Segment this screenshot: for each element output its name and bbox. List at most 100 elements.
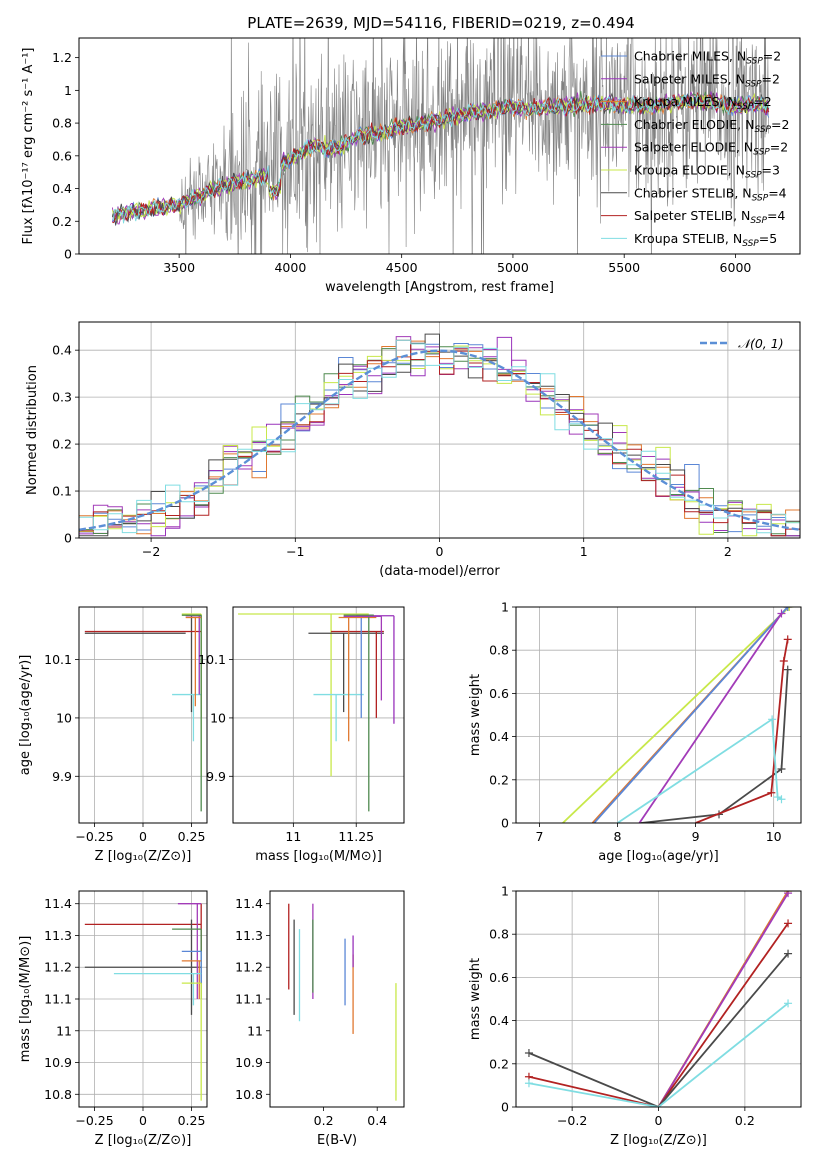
x-tick-label: 0.25 (178, 1113, 206, 1128)
y-axis-label: mass weight (468, 674, 483, 756)
y-tick-label: 10.8 (235, 1087, 263, 1102)
weight-marker-salpeter_stelib (767, 788, 776, 797)
y-tick-label: 0.8 (52, 116, 72, 131)
y-axis-label: Flux [fλ10⁻¹⁷ erg cm⁻² s⁻¹ A⁻¹] (21, 48, 36, 245)
legend-sub: SSP (746, 57, 763, 67)
axes-frame (515, 606, 802, 824)
x-tick-label: −0.2 (557, 1113, 587, 1128)
y-tick-label: 0.2 (489, 772, 509, 787)
y-tick-label: 10 (210, 710, 226, 725)
model-line-kroupa_stelib (111, 93, 770, 224)
weight-marker-chabrier_miles (783, 607, 792, 611)
legend-eq: =2 (762, 71, 780, 86)
y-tick-label: 0 (501, 816, 509, 831)
model-line-salpeter_stelib (112, 92, 770, 224)
x-tick-label: 11 (285, 829, 301, 844)
x-tick-label: 0.2 (735, 1113, 755, 1128)
x-tick-label: 5500 (608, 260, 640, 275)
y-tick-label: 1 (64, 83, 72, 98)
figure-title: PLATE=2639, MJD=54116, FIBERID=0219, z=0… (247, 14, 634, 32)
x-tick-label: −0.25 (75, 829, 113, 844)
axes-frame (78, 606, 208, 824)
panel-spectrum: 3500 4000 4500 5000 5500 6000 0 0.2 0.4 0.6 0.8 1 1.… (21, 37, 801, 295)
weight-marker-chabrier_stelib (777, 765, 786, 773)
y-axis-label: mass weight (468, 958, 483, 1040)
y-tick-label: 0.6 (489, 686, 509, 701)
weight-line-salpeter_elodie (638, 612, 783, 823)
y-tick-label: 10.9 (235, 1055, 263, 1070)
y-tick-label: 11.4 (44, 896, 72, 911)
weight-line-chabrier_miles (593, 607, 789, 823)
x-axis-label: wavelength [Angstrom, rest frame] (325, 280, 554, 295)
legend-label-normal: 𝒩(0, 1) (738, 336, 784, 351)
y-axis-label: mass [log₁₀(M/M⊙)] (18, 936, 33, 1063)
axes-frame (269, 890, 405, 1108)
y-axis-label: age [log₁₀(age/yr)] (18, 655, 33, 776)
histogram-salpeter_stelib (79, 339, 800, 537)
legend-text: Kroupa MILES, N (634, 94, 737, 109)
legend-text: Chabrier MILES, N (634, 49, 746, 64)
weight-line-salpeter_elodie (657, 892, 789, 1107)
panel-mass_vs_EBV: 0.2 0.4 10.8 10.9 11 11.1 11.2 11.3 11.4 E(B-V) (235, 890, 405, 1148)
weight-line-salpeter_stelib (695, 639, 789, 823)
y-tick-label: 10.9 (44, 1055, 72, 1070)
x-tick-label: 9 (692, 829, 700, 844)
panel-weight_vs_age: 7 8 9 10 0 0.2 0.4 0.6 0.8 1 age [log₁₀(age/yr)] ma… (468, 600, 802, 864)
weight-line-chabrier_stelib (528, 953, 789, 1107)
x-tick-label: 0.2 (314, 1113, 334, 1128)
axes-frame (78, 321, 801, 539)
legend-eq: =2 (770, 140, 788, 155)
x-axis-label: (data-model)/error (379, 564, 500, 579)
y-tick-label: 0 (501, 1100, 509, 1115)
legend-label-salpeter_stelib: Salpeter STELIB, NSSP=4 (634, 208, 785, 226)
x-tick-label: 8 (614, 829, 622, 844)
x-axis-label: E(B-V) (317, 1133, 357, 1148)
y-tick-label: 10 (56, 710, 72, 725)
weight-marker-salpeter_stelib (784, 919, 793, 928)
legend-sub: SSP (754, 125, 771, 135)
normal-curve-line (79, 349, 800, 531)
plot-area (233, 607, 404, 823)
y-tick-label: 0.4 (489, 729, 509, 744)
y-tick-label: 9.9 (52, 769, 72, 784)
weight-marker-kroupa_stelib (784, 999, 793, 1008)
x-axis-label: Z [log₁₀(Z/Z⊙)] (610, 1133, 707, 1148)
legend-text: Chabrier STELIB, N (634, 185, 752, 200)
x-axis-label: Z [log₁₀(Z/Z⊙)] (95, 1133, 192, 1148)
panel-weight_vs_Z: −0.2 0 0.2 0 0.2 0.4 0.6 0.8 1 Z [log₁₀(Z/Z⊙)] mas… (468, 884, 802, 1148)
legend-label-kroupa_stelib: Kroupa STELIB, NSSP=5 (634, 231, 777, 249)
x-tick-label: −1 (286, 544, 304, 559)
y-tick-label: 0.8 (489, 643, 509, 658)
y-tick-label: 1 (501, 600, 509, 615)
panel-residuals: −2 −1 0 1 2 0 0.1 0.2 0.3 0.4 (data-model)/error No… (25, 321, 801, 579)
legend-label-chabrier_miles: Chabrier MILES, NSSP=2 (634, 49, 781, 67)
x-tick-label: 0 (436, 544, 444, 559)
y-tick-label: 0.8 (489, 927, 509, 942)
panels: 3500 4000 4500 5000 5500 600000.20.40.60.811.… (18, 37, 802, 1148)
y-tick-label: 0.4 (52, 181, 72, 196)
weight-marker-kroupa_elodie (785, 607, 794, 611)
y-tick-label: 11.2 (44, 960, 72, 975)
weight-line-kroupa_stelib (616, 717, 782, 823)
x-tick-label: 0 (139, 1113, 147, 1128)
plot-area (516, 607, 801, 823)
plot-area (79, 322, 800, 538)
x-tick-label: 0 (139, 829, 147, 844)
y-tick-label: 0.2 (52, 214, 72, 229)
weight-marker-chabrier_stelib (783, 665, 792, 674)
legend-sub: SSP (745, 79, 762, 89)
legend-eq: =2 (753, 94, 771, 109)
plot-area (79, 891, 207, 1107)
y-tick-label: 11.3 (235, 928, 263, 943)
legend-text: Kroupa ELODIE, N (634, 163, 745, 178)
legend-sub: SSP (737, 102, 754, 112)
y-tick-label: 0.1 (52, 484, 72, 499)
legend-text: Salpeter ELODIE, N (634, 140, 753, 155)
y-tick-label: 11.1 (44, 992, 72, 1007)
weight-line-kroupa_stelib (528, 1002, 789, 1107)
x-tick-label: 2 (724, 544, 732, 559)
legend-label-kroupa_elodie: Kroupa ELODIE, NSSP=3 (634, 163, 780, 181)
x-tick-label: 4000 (274, 260, 306, 275)
weight-marker-salpeter_elodie (784, 891, 793, 898)
y-tick-label: 0 (64, 247, 72, 262)
